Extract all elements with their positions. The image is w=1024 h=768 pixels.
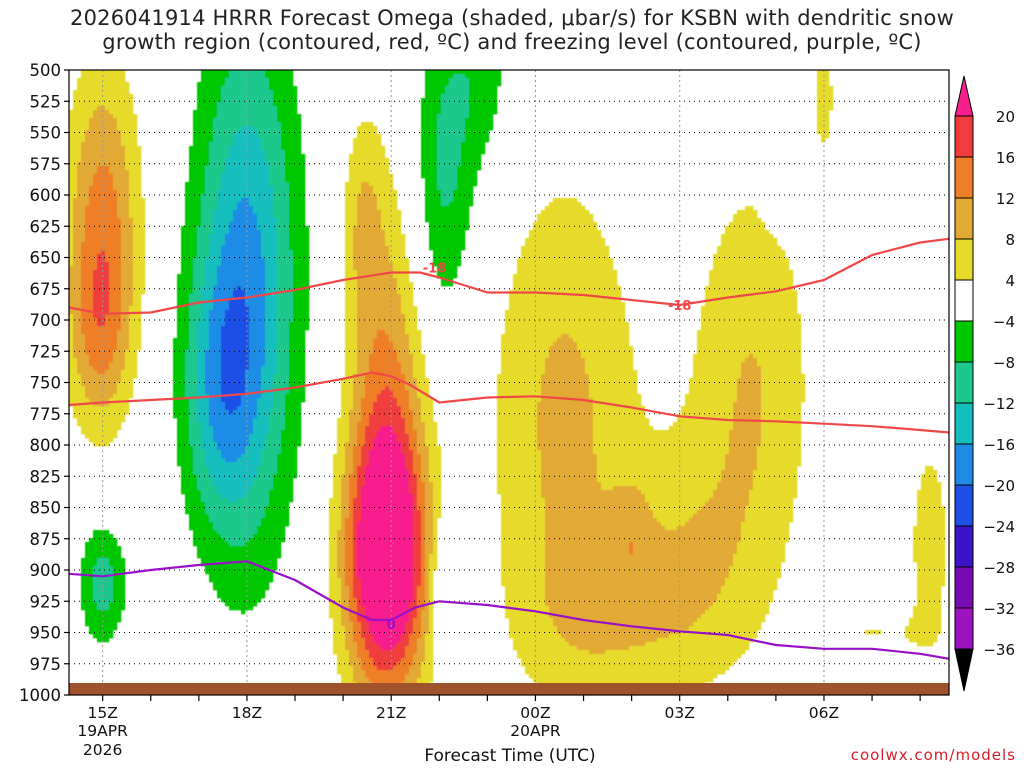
colorbar-bottom-arrow — [955, 649, 973, 691]
colorbar-label: −16 — [983, 436, 1015, 454]
colorbar-box — [955, 526, 973, 567]
colorbar-top-arrow — [955, 76, 973, 116]
y-tick-label: 850 — [30, 499, 62, 518]
y-axis: 500 525 550 575 600 625 650 675 700 725 750 775 800 8… — [19, 61, 69, 705]
colorbar-box — [955, 198, 973, 239]
y-tick-label: 925 — [30, 592, 62, 611]
site-credit[interactable]: coolwx.com/models — [851, 746, 1016, 764]
y-tick-label: 500 — [30, 61, 62, 80]
colorbar-label: 20 — [996, 108, 1015, 126]
y-tick-label: 725 — [30, 342, 62, 361]
colorbar-box — [955, 321, 973, 362]
colorbar-label: 16 — [996, 149, 1015, 167]
colorbar-label: −12 — [983, 395, 1015, 413]
x-tick-label: 21Z — [376, 704, 406, 722]
x-tick-label: 15Z — [87, 704, 117, 722]
y-tick-label: 1000 — [19, 686, 61, 705]
x-date-label: 19APR — [77, 722, 128, 740]
y-tick-label: 700 — [30, 311, 62, 330]
y-tick-label: 825 — [30, 467, 62, 486]
y-tick-label: 975 — [30, 655, 62, 674]
colorbar-label: −32 — [983, 600, 1015, 618]
colorbar-box — [955, 157, 973, 198]
colorbar-box — [955, 116, 973, 157]
y-tick-label: 600 — [30, 186, 62, 205]
contour-label-1: -18 — [668, 299, 692, 314]
x-tick-label: 03Z — [665, 704, 695, 722]
colorbar-label: −36 — [983, 641, 1015, 659]
x-tick-label: 00Z — [520, 704, 550, 722]
colorbar-box — [955, 485, 973, 526]
y-tick-label: 525 — [30, 92, 62, 111]
colorbar-label: 4 — [1005, 272, 1015, 290]
colorbar-box — [955, 608, 973, 649]
colorbar-box — [955, 362, 973, 403]
omega-time-height-chart: -18 -18 0 500 525 550 575 600 625 650 675 700 725 75… — [0, 0, 1024, 768]
y-tick-label: 550 — [30, 124, 62, 143]
contour-label-0: -18 — [423, 262, 447, 277]
colorbar-label: −24 — [983, 518, 1015, 536]
x-tick-label: 06Z — [809, 704, 839, 722]
x-tick-label: 18Z — [232, 704, 262, 722]
colorbar-label: −4 — [993, 313, 1015, 331]
x-date-label: 20APR — [510, 722, 561, 740]
y-tick-label: 750 — [30, 374, 62, 393]
omega-colorbar: 20 16 12 8 4 −4 −8 −12 −16 −20 −24 −28 −32 −36 — [955, 76, 1015, 691]
y-tick-label: 800 — [30, 436, 62, 455]
colorbar-label: −28 — [983, 559, 1015, 577]
y-tick-label: 950 — [30, 624, 62, 643]
contour-label-2: 0 — [387, 618, 396, 633]
y-tick-label: 775 — [30, 405, 62, 424]
colorbar-box — [955, 403, 973, 444]
y-tick-label: 650 — [30, 249, 62, 268]
colorbar-box — [955, 280, 973, 321]
colorbar-label: 12 — [996, 190, 1015, 208]
y-tick-label: 875 — [30, 530, 62, 549]
y-tick-label: 625 — [30, 217, 62, 236]
colorbar-label: −8 — [993, 354, 1015, 372]
y-tick-label: 675 — [30, 280, 62, 299]
colorbar-label: 8 — [1005, 231, 1015, 249]
colorbar-label: −20 — [983, 477, 1015, 495]
y-tick-label: 575 — [30, 155, 62, 174]
colorbar-box — [955, 239, 973, 280]
y-tick-label: 900 — [30, 561, 62, 580]
colorbar-box — [955, 567, 973, 608]
colorbar-box — [955, 444, 973, 485]
ground-terrain — [69, 683, 949, 695]
